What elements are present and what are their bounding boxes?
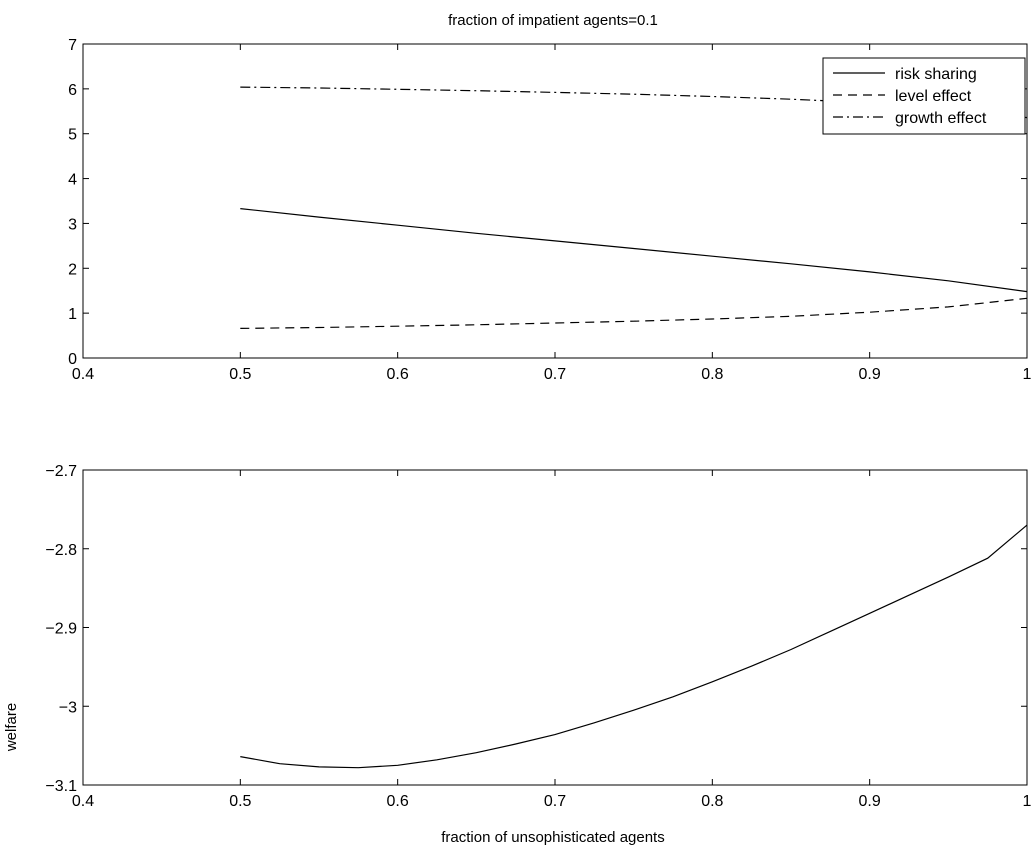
bottom-chart-marks: 0.4 0.5 0.6 0.7 0.8 0.9 1 −3.1 −3 −2.9 −2.8 −2.7: [45, 463, 1031, 810]
y-tick-label: 1: [68, 306, 77, 323]
legend-entry: risk sharing: [895, 66, 977, 83]
legend: risk sharing level effect growth effect: [822, 57, 1026, 135]
y-tick-label: 7: [68, 37, 77, 54]
x-tick-label: 1: [1023, 366, 1032, 383]
x-tick-label: 0.5: [229, 366, 251, 383]
x-tick-label: 0.6: [387, 366, 409, 383]
x-tick-label: 0.9: [859, 793, 881, 810]
y-tick-label: −2.9: [45, 621, 77, 638]
x-axis-label: fraction of unsophisticated agents: [441, 829, 664, 846]
y-tick-label: −2.8: [45, 542, 77, 559]
chart-title: fraction of impatient agents=0.1: [448, 12, 658, 29]
y-tick-label: 6: [68, 82, 77, 99]
series-line-risk-sharing: [240, 208, 1028, 293]
y-tick-label: 0: [68, 351, 77, 368]
axes-frame: [82, 469, 1028, 786]
x-tick-label: 0.4: [72, 366, 94, 383]
series-line-0: [240, 524, 1028, 769]
x-tick-label: 0.5: [229, 793, 251, 810]
x-tick-label: 0.8: [701, 793, 723, 810]
y-tick-label: −3: [59, 699, 77, 716]
legend-box: [822, 57, 1026, 135]
y-tick-label: 2: [68, 261, 77, 278]
x-tick-label: 1: [1023, 793, 1032, 810]
x-tick-label: 0.8: [701, 366, 723, 383]
y-tick-label: 3: [68, 216, 77, 233]
legend-entry: growth effect: [895, 110, 987, 127]
series-line-level-effect: [240, 297, 1028, 329]
bottom-chart: fraction of unsophisticated agents welfa…: [3, 463, 1032, 846]
top-chart: fraction of impatient agents=0.1 0.4 0.5 0…: [68, 12, 1031, 383]
x-tick-label: 0.4: [72, 793, 94, 810]
x-tick-label: 0.7: [544, 793, 566, 810]
x-tick-label: 0.7: [544, 366, 566, 383]
x-tick-label: 0.6: [387, 793, 409, 810]
y-tick-label: −2.7: [45, 463, 77, 480]
y-tick-label: −3.1: [45, 778, 77, 795]
x-tick-label: 0.9: [859, 366, 881, 383]
y-tick-label: 4: [68, 172, 77, 189]
legend-entry: level effect: [895, 88, 972, 105]
y-tick-label: 5: [68, 127, 77, 144]
y-axis-label: welfare: [3, 703, 20, 752]
